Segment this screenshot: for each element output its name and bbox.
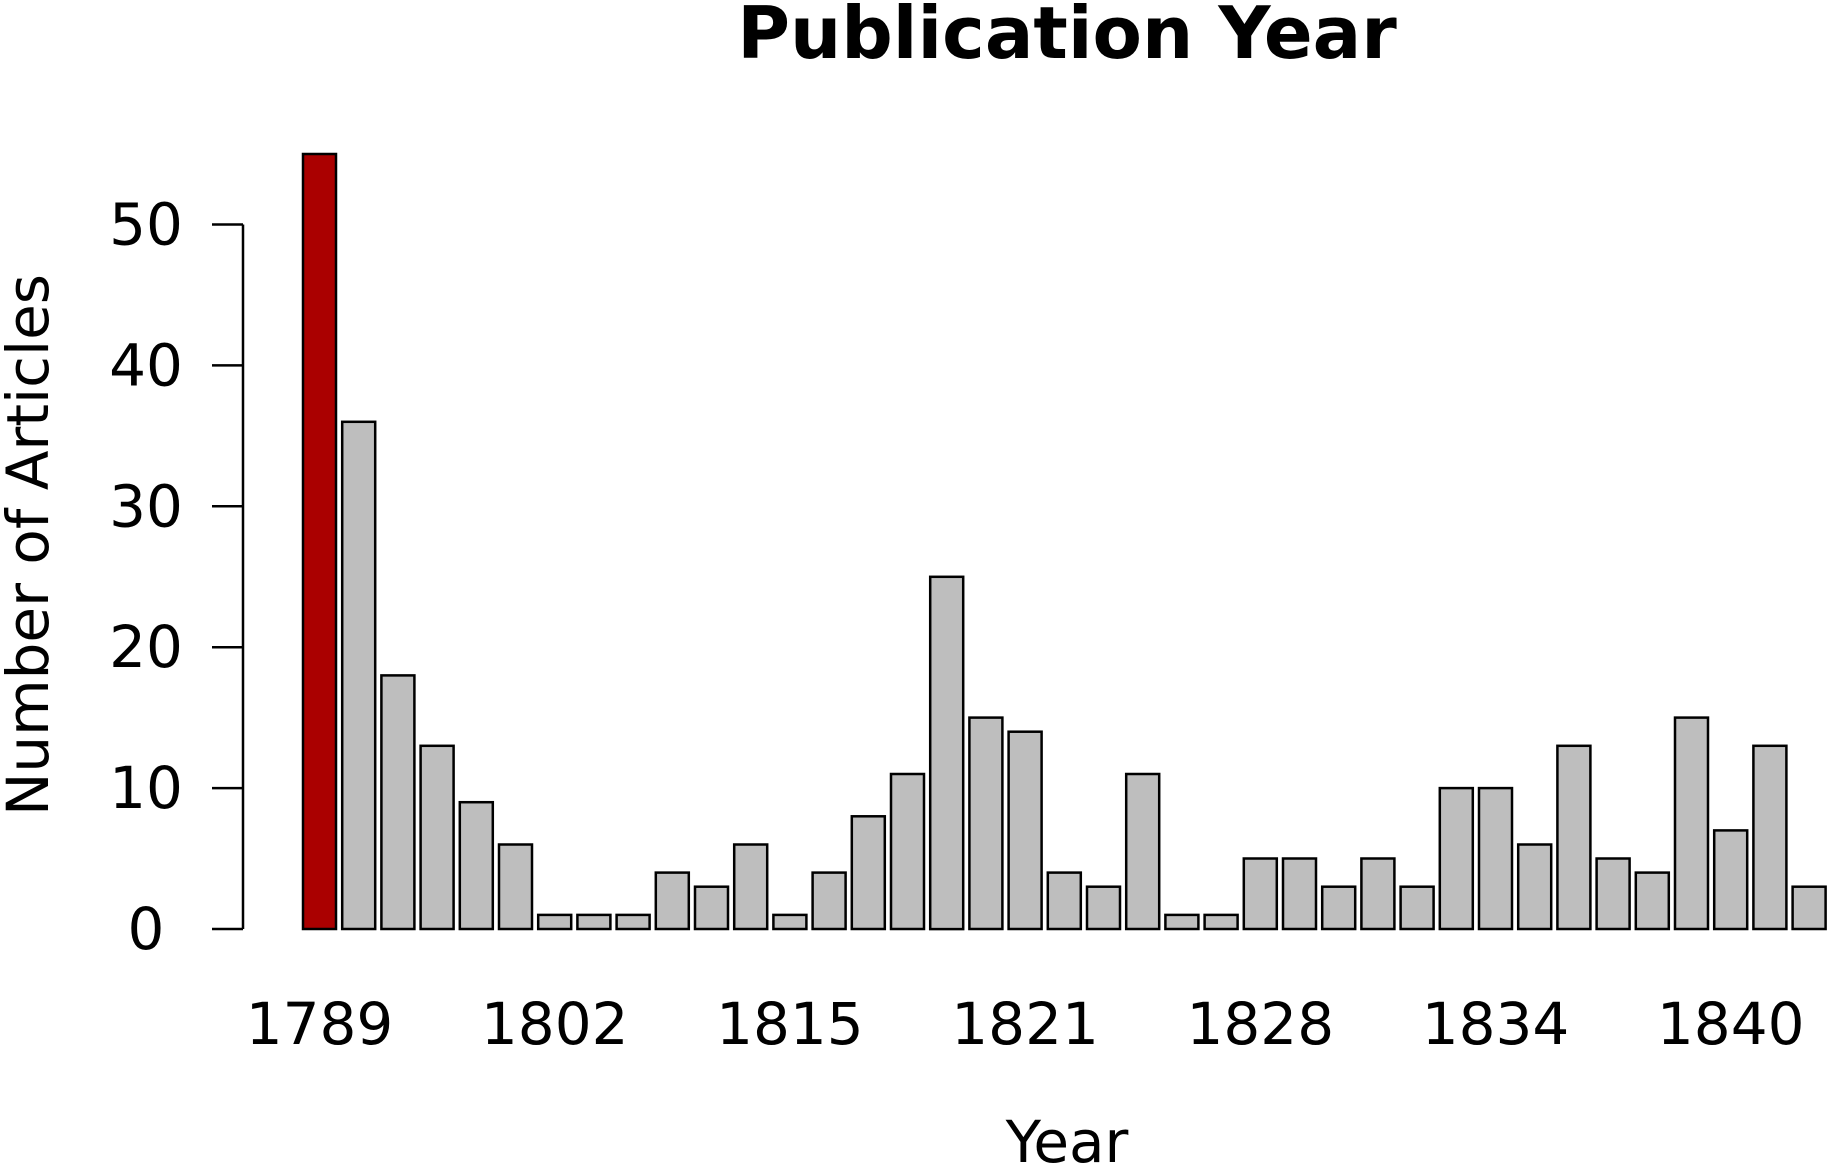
x-tick-label: 1789 [246, 990, 394, 1058]
bar [1203, 913, 1239, 931]
bar [380, 674, 416, 931]
x-tick-label: 1815 [716, 990, 864, 1058]
bar [1046, 871, 1083, 931]
bar [654, 871, 691, 931]
x-tick-label: 1840 [1657, 990, 1805, 1058]
bar [1595, 857, 1631, 931]
bar [1164, 913, 1200, 931]
bar [419, 744, 455, 931]
bar [1124, 772, 1161, 931]
x-tick-label: 1834 [1422, 990, 1570, 1058]
y-tick-label: 0 [128, 895, 165, 963]
bar [693, 885, 730, 931]
x-axis-label: Year [1005, 1108, 1129, 1166]
bar [1791, 885, 1827, 931]
bar [1438, 786, 1475, 931]
bar [732, 843, 769, 931]
bar [850, 815, 887, 931]
x-tick-labels: 1789 1802 1815 1821 1828 1834 1840 [246, 990, 1805, 1058]
bar [576, 913, 612, 931]
y-tick-label: 50 [109, 191, 183, 259]
bar [1712, 829, 1749, 931]
bar [536, 913, 573, 931]
bar [889, 772, 926, 931]
bar [1673, 716, 1710, 931]
y-tick-label: 30 [109, 472, 183, 540]
bar [1477, 786, 1514, 931]
bar [1242, 857, 1279, 931]
x-tick-label: 1828 [1186, 990, 1334, 1058]
bar [1516, 843, 1553, 931]
y-tick-label: 10 [109, 754, 183, 822]
bar [615, 913, 651, 931]
bar [1752, 744, 1788, 931]
bar [1281, 857, 1318, 931]
y-tick-label: 40 [109, 331, 183, 399]
y-tick-label: 20 [109, 613, 183, 681]
bar [1399, 885, 1435, 931]
bar [301, 152, 338, 931]
bar [1556, 744, 1592, 931]
x-tick-label: 1802 [481, 990, 629, 1058]
bars [301, 152, 1827, 931]
bar [497, 843, 534, 931]
bar [458, 800, 495, 931]
bar [928, 575, 965, 931]
bar [1360, 857, 1396, 931]
x-tick-label: 1821 [951, 990, 1099, 1058]
y-axis-label: Number of Articles [0, 274, 62, 816]
bar [1085, 885, 1122, 931]
y-axis: 0 10 20 30 40 50 [109, 191, 245, 963]
bar [1634, 871, 1671, 931]
bar [1320, 885, 1357, 931]
bar [772, 913, 808, 931]
bar [340, 420, 377, 931]
bar [968, 716, 1004, 931]
bar [1007, 730, 1043, 931]
chart-title: Publication Year [737, 0, 1397, 75]
bar [811, 871, 847, 931]
